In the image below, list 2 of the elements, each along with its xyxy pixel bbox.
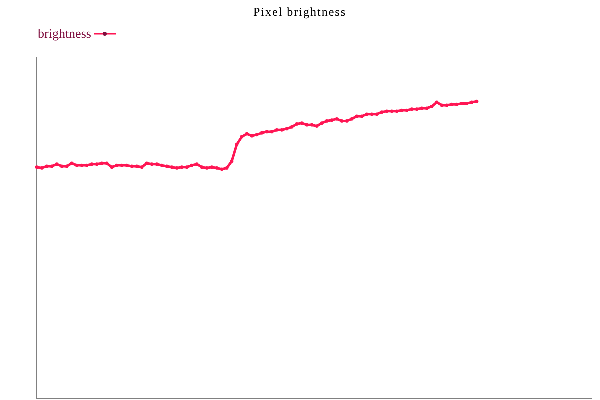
legend-label: brightness [38, 26, 92, 42]
chart-title: Pixel brightness [252, 4, 348, 21]
